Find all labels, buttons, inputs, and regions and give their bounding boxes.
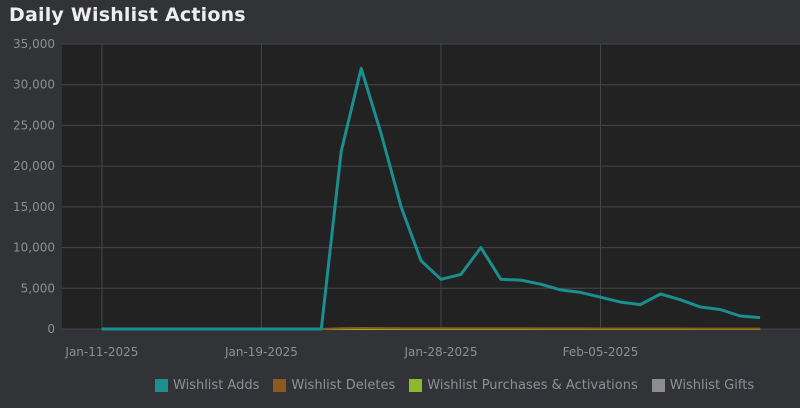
legend-swatch-gifts bbox=[651, 379, 665, 392]
plot-area bbox=[62, 44, 800, 329]
legend-item-purchases[interactable]: Wishlist Purchases & Activations bbox=[409, 378, 638, 393]
legend-label-gifts: Wishlist Gifts bbox=[669, 378, 755, 393]
legend-label-deletes: Wishlist Deletes bbox=[291, 378, 396, 393]
legend-swatch-adds bbox=[155, 379, 168, 392]
y-tick-label: 10,000 bbox=[13, 241, 55, 255]
y-tick-label: 0 bbox=[47, 322, 55, 336]
chart-title: Daily Wishlist Actions bbox=[9, 4, 246, 26]
legend-item-adds[interactable]: Wishlist Adds bbox=[155, 378, 259, 393]
legend-swatch-purchases bbox=[409, 379, 423, 392]
y-tick-label: 5,000 bbox=[21, 281, 55, 295]
y-tick-label: 35,000 bbox=[13, 37, 55, 51]
x-tick-label: Jan-11-2025 bbox=[64, 345, 138, 359]
legend-label-adds: Wishlist Adds bbox=[173, 378, 260, 393]
series-line-adds bbox=[101, 66, 761, 331]
x-tick-label: Jan-19-2025 bbox=[224, 345, 298, 359]
legend-item-gifts[interactable]: Wishlist Gifts bbox=[651, 378, 755, 393]
legend-item-deletes[interactable]: Wishlist Deletes bbox=[273, 378, 395, 393]
legend-swatch-deletes bbox=[273, 379, 287, 392]
x-tick-label: Feb-05-2025 bbox=[563, 345, 639, 359]
legend-label-purchases: Wishlist Purchases & Activations bbox=[427, 378, 638, 393]
legend: Wishlist Adds Wishlist Deletes Wishlist … bbox=[155, 378, 754, 393]
y-tick-label: 15,000 bbox=[13, 200, 55, 214]
x-tick-label: Jan-28-2025 bbox=[403, 345, 477, 359]
y-tick-label: 25,000 bbox=[13, 118, 55, 132]
y-tick-label: 30,000 bbox=[13, 78, 55, 92]
y-tick-label: 20,000 bbox=[13, 159, 55, 173]
